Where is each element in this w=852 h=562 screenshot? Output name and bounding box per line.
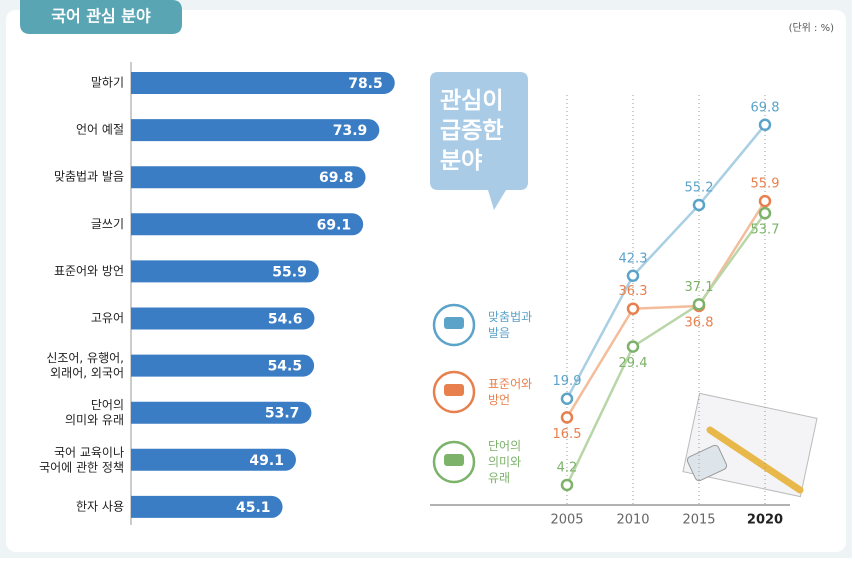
point-label: 53.7 bbox=[751, 223, 780, 238]
callout-text: 관심이 급증한 분야 bbox=[440, 88, 503, 174]
bar-label: 말하기 bbox=[91, 76, 124, 90]
x-tick-label: 2020 bbox=[747, 513, 783, 528]
point-label: 55.9 bbox=[751, 177, 780, 192]
legend-label: 맞춤법과 발음 bbox=[488, 310, 532, 340]
legend-icon bbox=[432, 440, 476, 484]
point-label: 69.8 bbox=[751, 100, 780, 115]
value-label: 53.7 bbox=[265, 406, 300, 422]
notebook-illustration bbox=[682, 392, 818, 498]
x-tick-label: 2010 bbox=[616, 513, 649, 528]
bar-label: 단어의 의미와 유래 bbox=[65, 398, 124, 427]
legend-icon bbox=[432, 303, 476, 347]
legend-icon-detail bbox=[444, 317, 464, 329]
bar bbox=[131, 401, 312, 424]
bar-label: 글쓰기 bbox=[91, 217, 124, 231]
bar-label: 고유어 bbox=[91, 311, 124, 325]
point bbox=[626, 340, 640, 353]
legend-icon-detail bbox=[444, 384, 464, 396]
value-label: 45.1 bbox=[236, 500, 271, 516]
point-label: 29.4 bbox=[619, 356, 648, 371]
bar bbox=[131, 448, 296, 471]
bar bbox=[131, 354, 315, 377]
x-tick-label: 2005 bbox=[550, 513, 583, 528]
legend-icon bbox=[432, 370, 476, 414]
bar-label: 표준어와 방언 bbox=[54, 264, 124, 278]
bar bbox=[131, 213, 364, 236]
bar-label: 신조어, 유행어, 외래어, 외국어 bbox=[46, 350, 124, 380]
bar bbox=[131, 307, 315, 330]
bar-label: 맞춤법과 발음 bbox=[54, 170, 124, 184]
point bbox=[758, 118, 772, 132]
bar bbox=[131, 260, 319, 283]
series-line bbox=[565, 124, 766, 400]
value-label: 78.5 bbox=[348, 76, 383, 92]
bar-label: 언어 예절 bbox=[76, 123, 124, 137]
title-tab bbox=[20, 0, 182, 34]
x-tick-label: 2015 bbox=[682, 513, 715, 528]
point bbox=[758, 206, 772, 220]
point bbox=[560, 478, 574, 492]
bar bbox=[131, 72, 395, 94]
point bbox=[692, 198, 706, 212]
point bbox=[626, 269, 640, 283]
legend-icon-detail bbox=[444, 454, 464, 466]
value-label: 69.1 bbox=[317, 217, 352, 233]
point-label: 36.3 bbox=[619, 284, 648, 299]
point-label: 37.1 bbox=[685, 280, 714, 295]
value-label: 55.9 bbox=[272, 264, 307, 280]
bar bbox=[131, 166, 366, 189]
value-label: 73.9 bbox=[333, 123, 368, 139]
legend-label: 단어의 의미와 유래 bbox=[488, 439, 521, 485]
value-label: 69.8 bbox=[319, 170, 354, 186]
point-label: 36.8 bbox=[685, 315, 714, 330]
point bbox=[692, 298, 706, 311]
bar bbox=[131, 495, 283, 518]
bar bbox=[131, 119, 380, 142]
value-label: 49.1 bbox=[249, 453, 284, 469]
point-label: 42.3 bbox=[619, 251, 648, 266]
point bbox=[560, 392, 574, 405]
callout-box bbox=[430, 72, 528, 210]
unit: (단위 : %) bbox=[789, 21, 835, 34]
bar-label: 한자 사용 bbox=[76, 499, 124, 513]
series-line bbox=[565, 200, 767, 419]
point bbox=[560, 411, 574, 424]
title: 국어 관심 분야 bbox=[51, 7, 151, 26]
point-label: 4.2 bbox=[557, 460, 578, 475]
value-label: 54.5 bbox=[268, 359, 303, 375]
point-label: 19.9 bbox=[553, 374, 582, 389]
value-label: 54.6 bbox=[268, 312, 303, 328]
point-label: 16.5 bbox=[553, 427, 582, 442]
legend-label: 표준어와 방언 bbox=[488, 377, 532, 407]
point bbox=[758, 194, 772, 208]
point bbox=[626, 302, 640, 315]
series-line bbox=[565, 212, 767, 486]
bar-label: 국어 교육이나 국어에 관한 정책 bbox=[39, 445, 124, 474]
point-label: 55.2 bbox=[685, 180, 714, 195]
